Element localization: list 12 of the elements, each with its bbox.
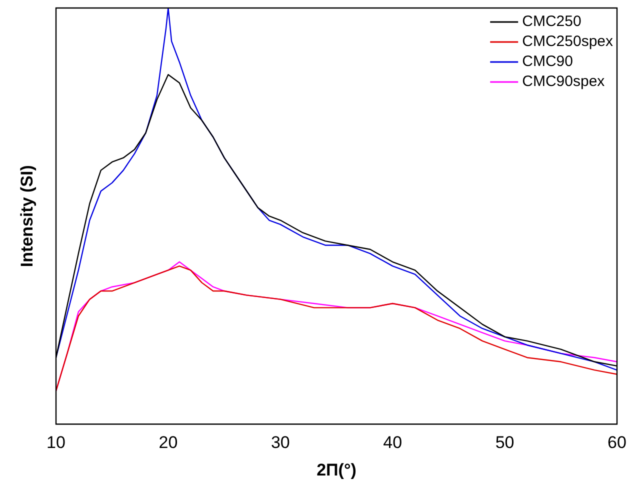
legend-label: CMC90 bbox=[522, 53, 573, 70]
x-tick-label: 10 bbox=[46, 433, 66, 452]
legend-label: CMC250spex bbox=[522, 33, 614, 50]
legend-label: CMC90spex bbox=[522, 73, 606, 90]
x-tick-label: 50 bbox=[495, 433, 514, 452]
legend-label: CMC250 bbox=[522, 13, 582, 30]
x-tick-label: 20 bbox=[158, 433, 178, 452]
x-axis-title: 2Π(°) bbox=[316, 460, 356, 480]
x-tick-label: 40 bbox=[383, 433, 402, 452]
x-tick-label: 30 bbox=[270, 433, 290, 452]
x-tick-label: 60 bbox=[608, 433, 626, 452]
y-axis-title: Intensity (SI) bbox=[18, 165, 37, 268]
